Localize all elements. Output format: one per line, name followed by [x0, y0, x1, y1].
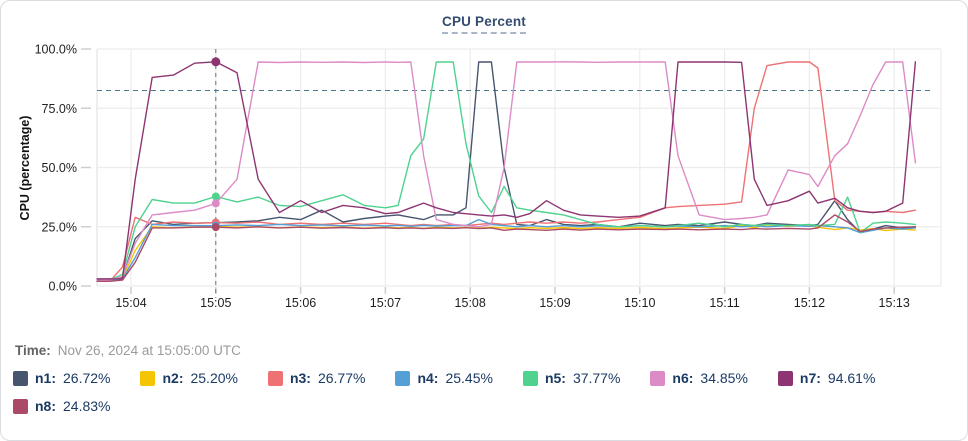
legend-series-value: 26.72% [63, 370, 111, 386]
legend-series-value: 24.83% [63, 398, 111, 414]
x-tick-label: 15:11 [709, 296, 739, 310]
legend-series-name: n4: [417, 370, 439, 386]
x-tick-label: 15:13 [879, 296, 910, 310]
legend-series-value: 37.77% [572, 370, 621, 386]
legend-series-value: 25.45% [445, 370, 493, 386]
legend-item-n7[interactable]: n7: 94.61% [777, 370, 876, 386]
legend-item-n2[interactable]: n2: 25.20% [140, 370, 238, 386]
y-tick-label: 0.0% [49, 280, 78, 294]
legend-item-n5[interactable]: n5: 37.77% [522, 370, 621, 386]
legend-series-name: n5: [544, 370, 566, 386]
legend-series-value: 25.20% [190, 370, 238, 386]
legend-swatch-n3 [267, 370, 283, 386]
time-label: Time: [15, 343, 51, 358]
gridlines [96, 48, 942, 287]
y-tick-label: 50.0% [42, 161, 77, 175]
legend-swatch-n4 [395, 370, 411, 386]
time-value: Nov 26, 2024 at 15:05:00 UTC [57, 343, 241, 358]
series-line-n8[interactable] [96, 214, 917, 283]
legend-item-n4[interactable]: n4: 25.45% [395, 370, 493, 386]
legend-series-name: n8: [35, 398, 56, 414]
legend-item-n1[interactable]: n1: 26.72% [13, 370, 110, 386]
time-row: Time: Nov 26, 2024 at 15:05:00 UTC [15, 343, 241, 358]
legend-series-name: n2: [162, 370, 184, 386]
legend-swatch-n6 [650, 370, 666, 386]
cpu-percent-chart[interactable]: 100.0% 75.0% 50.0% 25.0% 0.0% 15:04 15:05 15:06… [1, 41, 968, 317]
crosshair-markers [211, 57, 221, 232]
y-tick-label: 100.0% [35, 43, 77, 57]
legend-series-value: 94.61% [827, 370, 876, 386]
series-line-n7[interactable] [96, 61, 917, 280]
axes: 100.0% 75.0% 50.0% 25.0% 0.0% 15:04 15:05 15:06… [18, 43, 910, 311]
legend-series-value: 34.85% [700, 370, 748, 386]
chart-legend: n1: 26.72% n2: 25.20% n3: 26.77% n4: 25.45% n5: 3… [13, 370, 957, 414]
y-tick-label: 75.0% [42, 102, 77, 116]
legend-swatch-n8 [13, 398, 28, 414]
legend-series-name: n6: [672, 370, 694, 386]
marker-dot-n7 [211, 57, 221, 67]
chart-header: CPU Percent [1, 13, 967, 34]
x-tick-label: 15:12 [794, 296, 825, 310]
series-line-n5[interactable] [96, 61, 917, 281]
legend-item-n6[interactable]: n6: 34.85% [650, 370, 748, 386]
legend-series-name: n7: [799, 370, 821, 386]
legend-series-value: 26.77% [317, 370, 366, 386]
legend-swatch-n7 [777, 370, 793, 386]
x-tick-label: 15:10 [624, 296, 655, 310]
x-tick-label: 15:06 [285, 296, 316, 310]
x-tick-label: 15:05 [200, 296, 231, 310]
marker-dot-n5 [211, 192, 220, 201]
series-line-n2[interactable] [96, 224, 917, 281]
marker-dot-n8 [211, 223, 220, 232]
page-title[interactable]: CPU Percent [442, 14, 526, 34]
series-line-n3[interactable] [96, 61, 917, 283]
legend-swatch-n5 [522, 370, 538, 386]
legend-swatch-n2 [140, 370, 156, 386]
legend-series-name: n1: [35, 370, 56, 386]
legend-item-n3[interactable]: n3: 26.77% [267, 370, 366, 386]
series-line-n4[interactable] [96, 218, 917, 283]
legend-swatch-n1 [13, 370, 28, 386]
marker-dot-n6 [211, 199, 220, 208]
series-line-n6[interactable] [96, 61, 917, 281]
x-tick-label: 15:08 [455, 296, 486, 310]
y-tick-label: 25.0% [42, 220, 77, 234]
x-tick-label: 15:09 [539, 296, 570, 310]
x-tick-label: 15:07 [370, 296, 401, 310]
legend-item-n8[interactable]: n8: 24.83% [13, 398, 110, 414]
x-tick-label: 15:04 [115, 296, 146, 310]
legend-series-name: n3: [289, 370, 311, 386]
y-axis-title: CPU (percentage) [18, 116, 32, 221]
